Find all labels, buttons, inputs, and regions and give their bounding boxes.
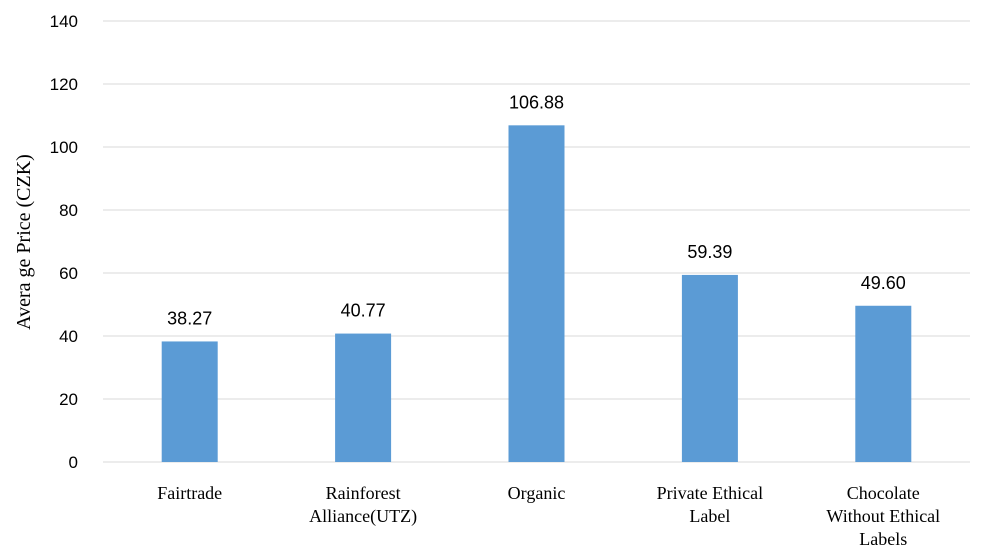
bars bbox=[161, 125, 912, 462]
y-axis-ticks: 0 20 40 60 80 100 120 140 bbox=[50, 12, 78, 472]
data-label: 40.77 bbox=[341, 301, 386, 321]
bar bbox=[855, 305, 912, 462]
x-tick-label: Private Ethical Label bbox=[657, 483, 763, 526]
bar bbox=[508, 125, 565, 462]
bar bbox=[681, 274, 738, 462]
x-tick-label: Organic bbox=[508, 483, 566, 503]
data-label: 38.27 bbox=[167, 308, 212, 328]
x-tick-label: Rainforest Alliance(UTZ) bbox=[309, 483, 417, 527]
data-labels: 38.27 40.77 106.88 59.39 49.60 bbox=[167, 92, 906, 328]
y-axis-title: Avera ge Price (CZK) bbox=[13, 154, 35, 330]
bar bbox=[335, 333, 392, 462]
data-label: 59.39 bbox=[687, 242, 732, 262]
data-label: 49.60 bbox=[861, 273, 906, 293]
x-tick-label: Chocolate Without Ethical Labels bbox=[826, 483, 940, 549]
y-tick-label: 0 bbox=[69, 453, 78, 472]
y-tick-label: 60 bbox=[59, 264, 78, 283]
x-axis-labels: Fairtrade Rainforest Alliance(UTZ) Organic P… bbox=[157, 483, 940, 549]
bar bbox=[161, 341, 218, 462]
data-label: 106.88 bbox=[509, 92, 564, 112]
y-tick-label: 120 bbox=[50, 75, 78, 94]
y-tick-label: 100 bbox=[50, 138, 78, 157]
x-tick-label: Fairtrade bbox=[157, 483, 222, 503]
y-tick-label: 80 bbox=[59, 201, 78, 220]
y-tick-label: 40 bbox=[59, 327, 78, 346]
y-tick-label: 20 bbox=[59, 390, 78, 409]
y-tick-label: 140 bbox=[50, 12, 78, 31]
